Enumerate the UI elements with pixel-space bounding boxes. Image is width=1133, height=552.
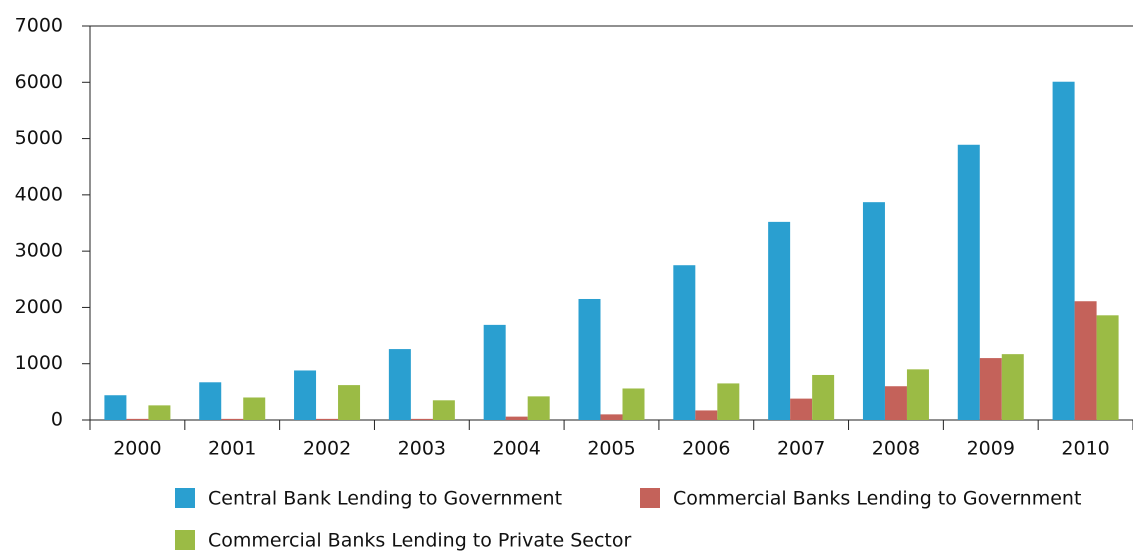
bar [600, 414, 623, 420]
bar [432, 400, 455, 420]
x-tick-label: 2003 [398, 438, 446, 460]
bar [199, 382, 222, 420]
x-tick-label: 2000 [113, 438, 161, 460]
bar [1096, 315, 1119, 420]
bar [126, 418, 149, 420]
x-tick-label: 2005 [587, 438, 635, 460]
bar [578, 298, 601, 420]
bar [768, 221, 791, 420]
bar [790, 398, 813, 420]
bar [1001, 354, 1024, 420]
bar [294, 370, 317, 420]
bar [388, 349, 411, 420]
x-tick-label: 2002 [303, 438, 351, 460]
legend-swatch [640, 488, 660, 508]
legend-label: Central Bank Lending to Government [208, 488, 562, 510]
bar [338, 385, 361, 420]
bar [673, 265, 696, 420]
bar [505, 416, 528, 420]
bar [1052, 81, 1075, 421]
bar [906, 369, 929, 420]
y-tick-label: 3000 [15, 240, 63, 262]
bar [979, 358, 1002, 420]
bar [243, 397, 266, 420]
bar [812, 374, 835, 420]
x-tick-label: 2006 [682, 438, 730, 460]
y-tick-label: 1000 [15, 352, 63, 374]
bar [410, 418, 433, 420]
y-tick-label: 6000 [15, 71, 63, 93]
y-tick-label: 2000 [15, 296, 63, 318]
legend-label: Commercial Banks Lending to Government [673, 488, 1081, 510]
x-tick-label: 2009 [967, 438, 1015, 460]
x-tick-label: 2010 [1061, 438, 1109, 460]
bar [483, 324, 506, 420]
y-tick-label: 5000 [15, 127, 63, 149]
bar [717, 383, 740, 420]
bar [221, 418, 244, 420]
legend-swatch [175, 488, 195, 508]
bar [316, 418, 339, 420]
bar [148, 405, 171, 420]
y-tick-label: 4000 [15, 183, 63, 205]
bar [104, 395, 127, 420]
y-tick-label: 7000 [15, 15, 63, 37]
x-tick-label: 2004 [493, 438, 541, 460]
bar [527, 396, 550, 420]
x-tick-label: 2001 [208, 438, 256, 460]
x-tick-label: 2008 [872, 438, 920, 460]
x-tick-label: 2007 [777, 438, 825, 460]
bar [862, 202, 885, 420]
bar [695, 410, 718, 420]
y-tick-label: 0 [51, 409, 63, 431]
legend-swatch [175, 530, 195, 550]
bar [957, 144, 980, 420]
legend-label: Commercial Banks Lending to Private Sect… [208, 530, 631, 552]
bar [622, 388, 645, 420]
bar [1074, 301, 1097, 420]
bar [884, 386, 907, 420]
